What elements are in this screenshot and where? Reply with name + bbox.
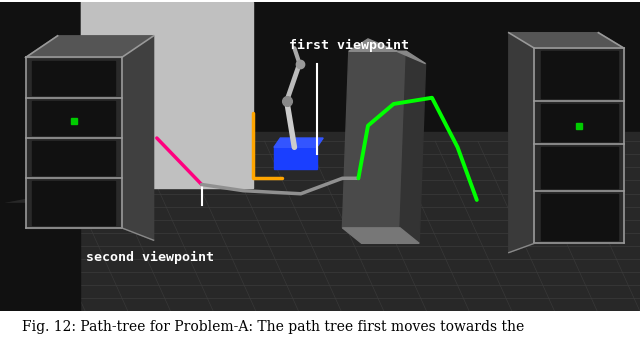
Text: second viewpoint: second viewpoint [86,251,214,264]
Polygon shape [274,138,323,147]
Polygon shape [534,48,624,243]
Polygon shape [541,147,618,188]
Polygon shape [349,39,426,64]
Polygon shape [26,57,122,228]
Polygon shape [26,36,154,57]
Polygon shape [0,2,640,311]
Polygon shape [32,141,115,175]
Polygon shape [342,51,406,228]
Polygon shape [509,33,534,253]
Text: first viewpoint: first viewpoint [289,39,409,52]
Text: Fig. 12: Path-tree for Problem-A: The path tree first moves towards the: Fig. 12: Path-tree for Problem-A: The pa… [22,320,525,334]
Polygon shape [80,2,253,188]
Polygon shape [541,194,618,240]
Polygon shape [342,228,419,243]
Polygon shape [32,101,115,135]
Polygon shape [32,181,115,225]
Polygon shape [192,2,640,141]
Polygon shape [541,51,618,98]
Polygon shape [274,147,317,169]
Polygon shape [32,61,115,95]
Polygon shape [400,51,426,243]
Polygon shape [0,132,640,311]
Polygon shape [0,203,80,311]
Polygon shape [122,36,154,240]
Polygon shape [509,33,624,48]
Polygon shape [541,104,618,141]
Polygon shape [0,2,80,203]
